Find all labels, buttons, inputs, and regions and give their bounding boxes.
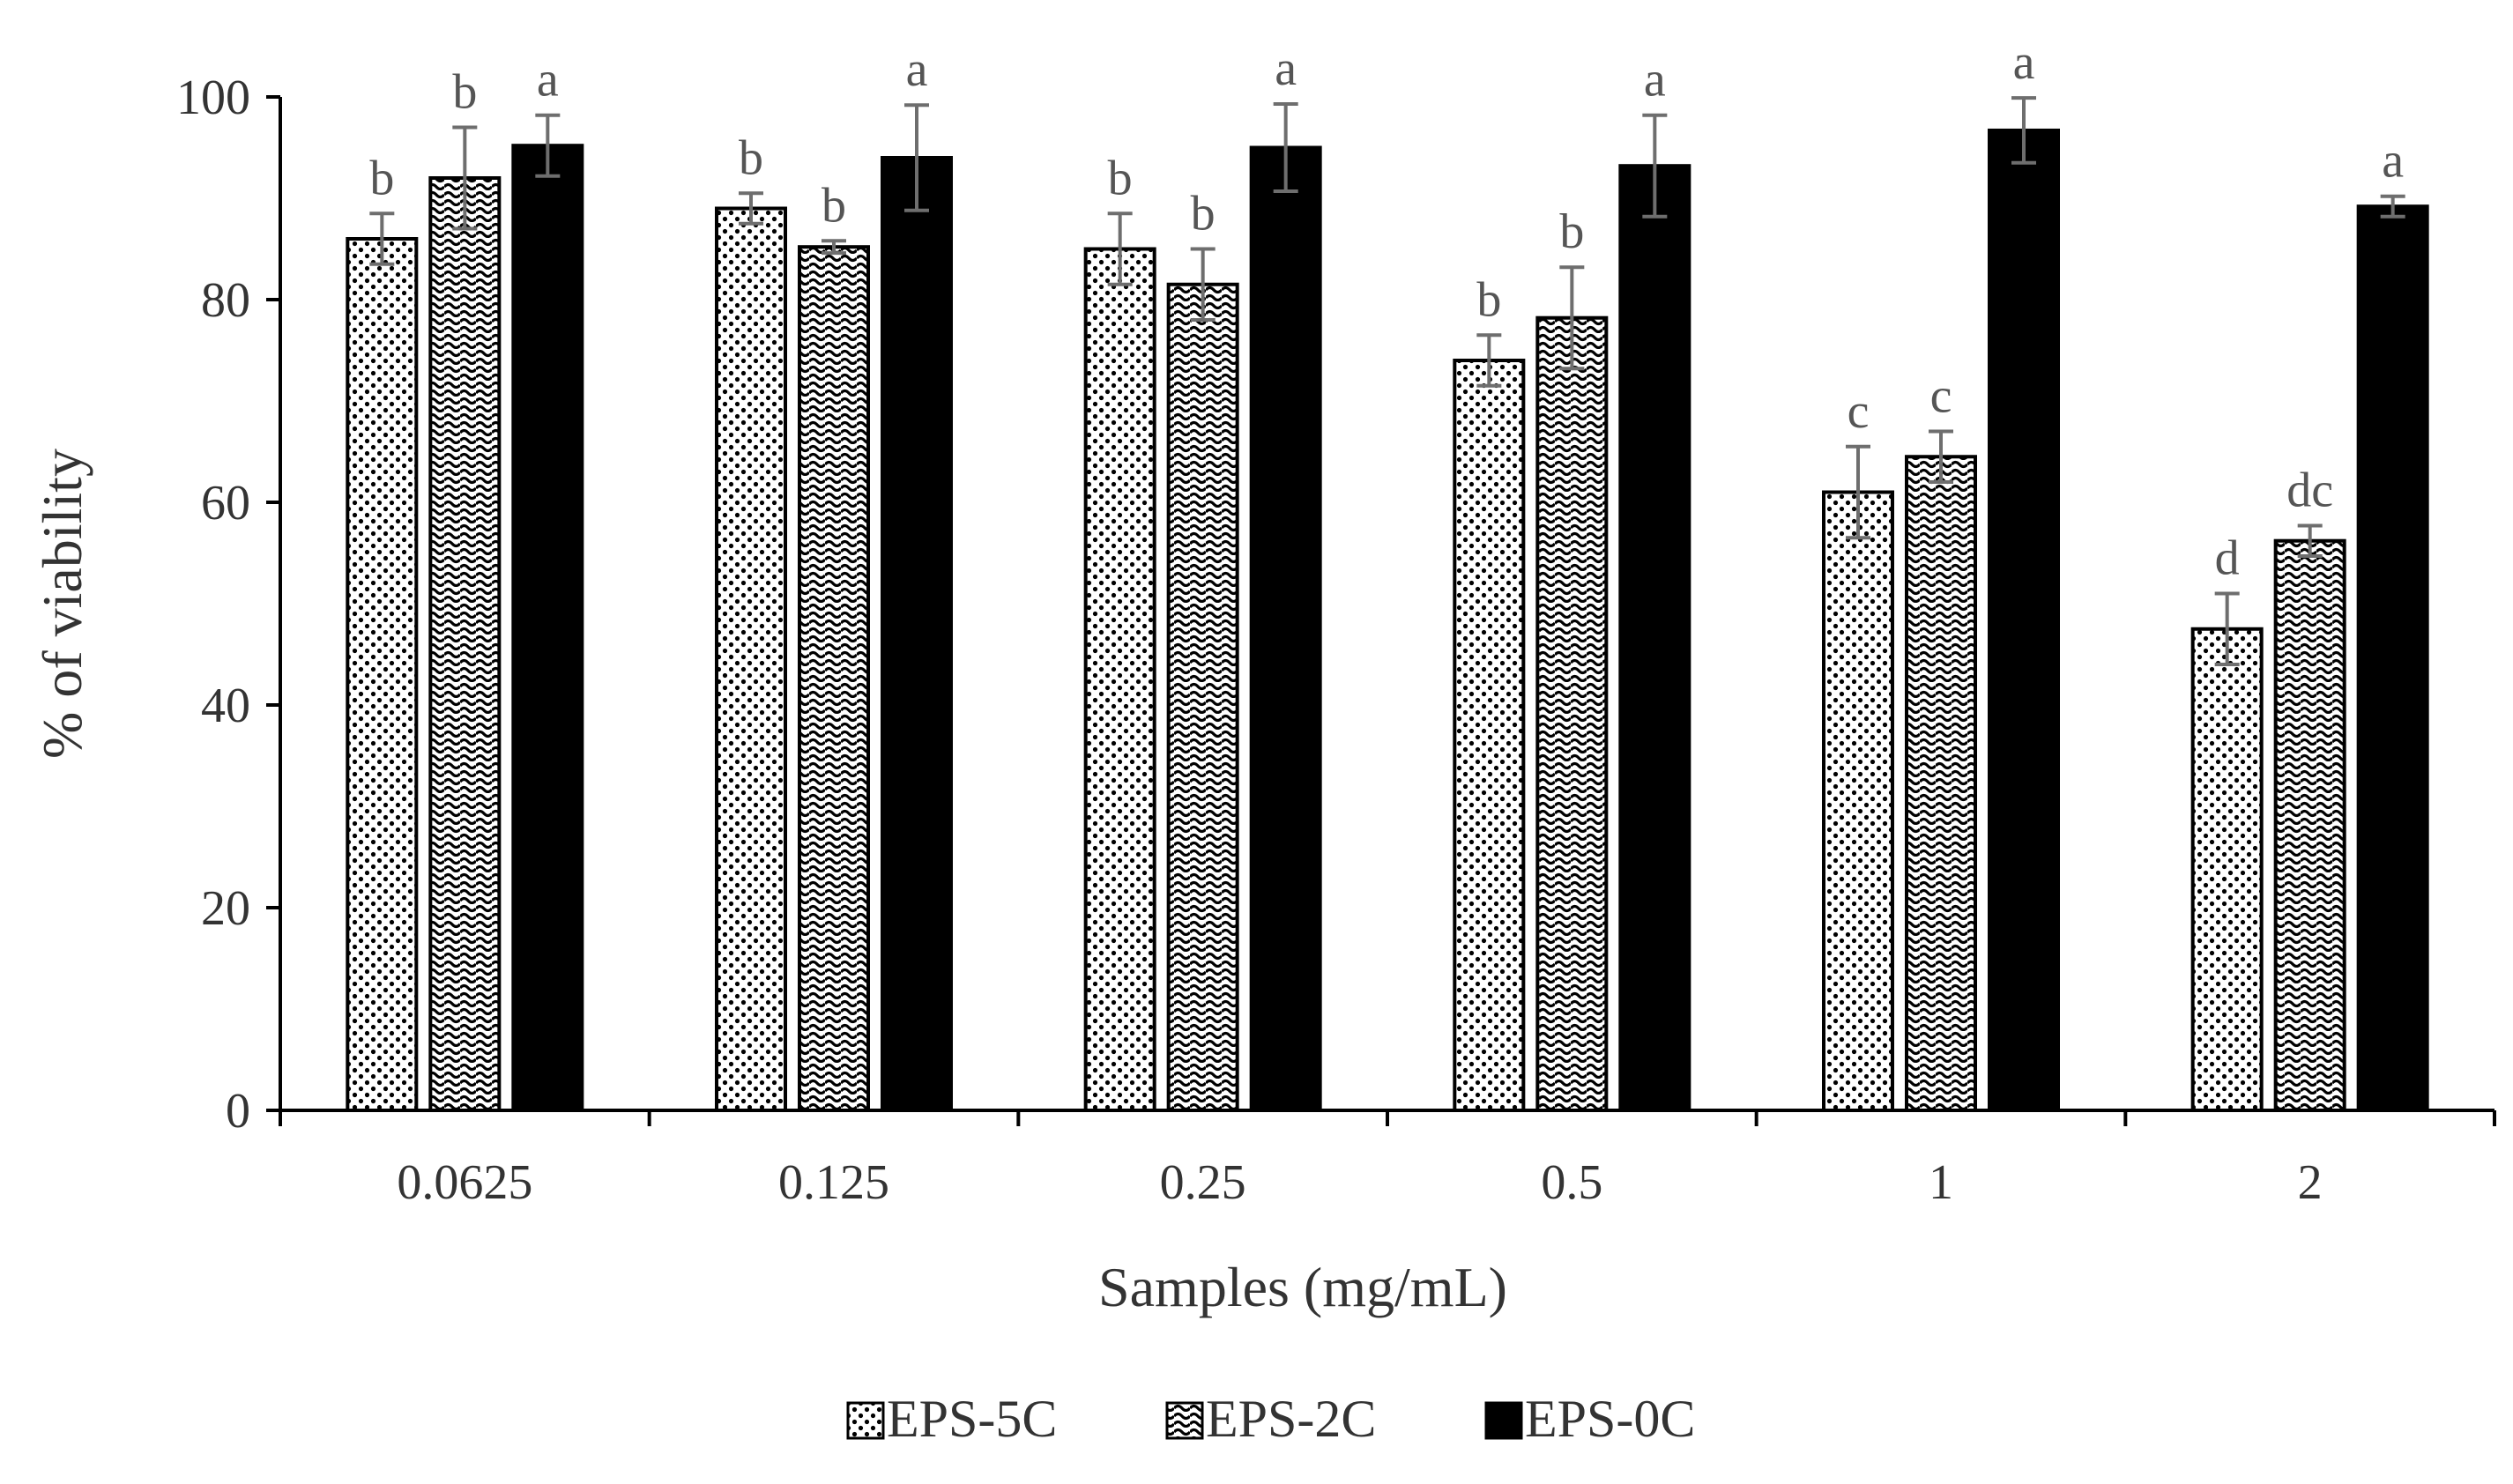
bar	[2190, 627, 2264, 1112]
bar	[881, 156, 953, 1112]
significance-label: b	[822, 178, 846, 233]
significance-label: a	[1275, 41, 1297, 96]
significance-label: b	[369, 151, 394, 205]
legend-label-eps-0c: EPS-0C	[1525, 1390, 1695, 1448]
significance-label: b	[1108, 151, 1133, 205]
bar	[1822, 490, 1894, 1112]
bar	[511, 144, 584, 1113]
x-tick-label: 2	[2298, 1155, 2323, 1210]
significance-label: a	[537, 53, 559, 108]
significance-label: a	[2013, 35, 2035, 90]
x-tick-label: 0.5	[1541, 1155, 1602, 1210]
bar	[1618, 164, 1691, 1113]
significance-label: a	[906, 42, 928, 97]
x-tick-label: 0.0625	[397, 1155, 532, 1210]
significance-label: b	[1559, 204, 1584, 259]
significance-label: a	[2382, 134, 2404, 189]
x-tick-label: 0.25	[1160, 1155, 1246, 1210]
legend-swatch-eps-2c	[1165, 1401, 1204, 1440]
bar	[2356, 204, 2429, 1113]
legend: EPS-5C EPS-2C EPS-0C	[846, 1390, 1695, 1448]
legend-swatch-eps-5c	[846, 1401, 885, 1440]
y-tick-label: 100	[176, 70, 250, 125]
legend-swatch-eps-0c	[1484, 1401, 1523, 1440]
bar	[1988, 128, 2060, 1113]
bar	[428, 176, 502, 1112]
y-tick-label: 20	[201, 881, 250, 936]
bar	[346, 237, 419, 1112]
bar	[1535, 315, 1609, 1112]
x-axis: 0.0625 0.125 0.25 0.5 1 2	[279, 1109, 2496, 1210]
bar	[2273, 538, 2346, 1112]
x-tick-label: 0.125	[778, 1155, 889, 1210]
y-tick-label: 60	[201, 476, 250, 531]
y-axis: 0 20 40 60 80 100	[176, 70, 282, 1139]
significance-label: c	[1848, 384, 1870, 439]
significance-label: dc	[2286, 463, 2333, 517]
significance-label: b	[739, 130, 763, 185]
significance-label: d	[2215, 531, 2240, 586]
bar	[1905, 455, 1977, 1112]
bar	[715, 206, 787, 1112]
significance-label: b	[1476, 272, 1501, 327]
y-tick-label: 40	[201, 679, 250, 733]
significance-label: a	[1644, 53, 1666, 108]
bar	[1166, 282, 1239, 1112]
significance-label: b	[1191, 187, 1216, 241]
significance-label: c	[1930, 369, 1952, 424]
y-tick-label: 80	[201, 273, 250, 328]
legend-label-eps-5c: EPS-5C	[887, 1390, 1057, 1448]
y-tick-label: 0	[226, 1084, 250, 1139]
x-axis-title: Samples (mg/mL)	[1098, 1256, 1507, 1318]
plot-area: b b a b b a b b a b b a c c a ddc a	[346, 35, 2429, 1113]
bar	[1083, 247, 1156, 1112]
bar	[1453, 359, 1526, 1112]
y-axis-title: % of viability	[31, 449, 93, 759]
legend-label-eps-2c: EPS-2C	[1206, 1390, 1376, 1448]
significance-label: b	[452, 65, 477, 120]
bar	[1249, 145, 1322, 1112]
x-tick-label: 1	[1929, 1155, 1953, 1210]
bar	[798, 245, 870, 1112]
